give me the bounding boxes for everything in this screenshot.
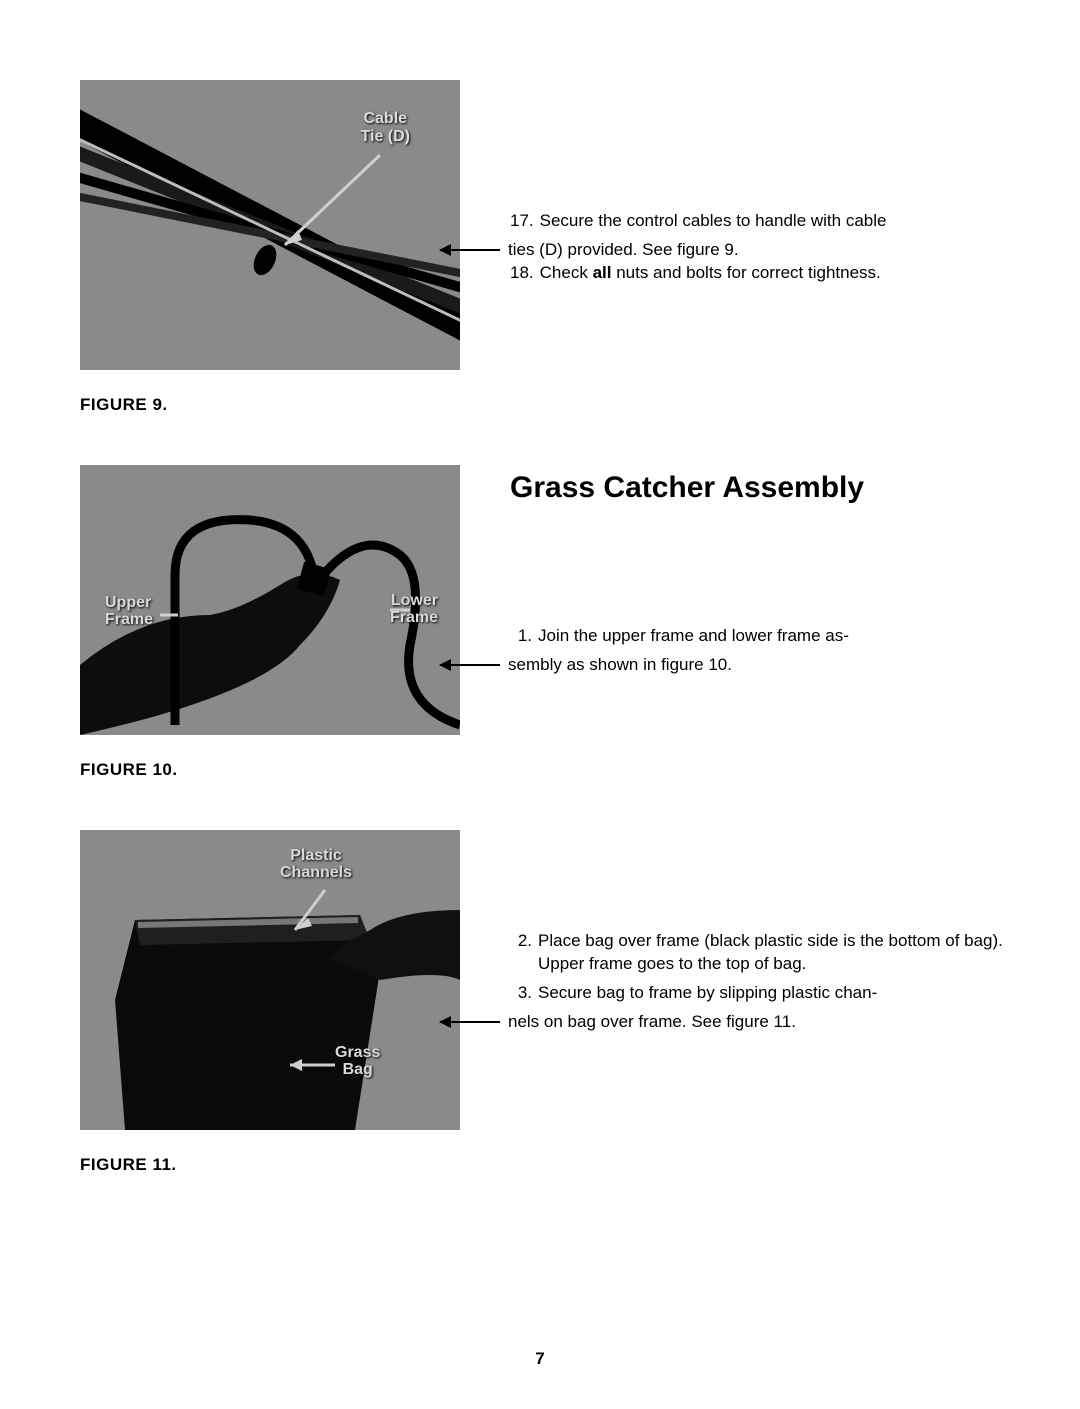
pointer-arrow-icon (440, 1021, 500, 1023)
gc-step-1: 1. Join the upper frame and lower frame … (510, 625, 1010, 648)
step-number: 1. (510, 625, 532, 648)
figure-9-caption: FIGURE 9. (80, 395, 460, 415)
pointer-arrow-icon (440, 664, 500, 666)
gc-step-2: 2. Place bag over frame (black plastic s… (510, 930, 1010, 976)
section-heading: Grass Catcher Assembly (510, 471, 1010, 505)
figure-9-image: Cable Tie (D) (80, 80, 460, 370)
arrow-line-17: ties (D) provided. See figure 9. (440, 239, 1010, 262)
figure-10-caption: FIGURE 10. (80, 760, 460, 780)
instructions-block-1: 17. Secure the control cables to handle … (460, 80, 1010, 291)
fig11-plastic-label: Plastic Channels (280, 848, 352, 882)
gc-step-3: 3. Secure bag to frame by slipping plast… (510, 982, 1010, 1005)
row-fig10: Upper Frame Lower Frame FIGURE 10. Grass… (80, 465, 1010, 820)
fig10-upper-label: Upper Frame (105, 595, 153, 629)
step-text-cont: ties (D) provided. See figure 9. (508, 239, 1010, 262)
row-fig9: Cable Tie (D) FIGURE 9. 17. Secure the c… (80, 80, 1010, 455)
arrow-line-gc3: nels on bag over frame. See figure 11. (440, 1011, 1010, 1034)
fig10-lower-label: Lower Frame (390, 593, 438, 627)
step-number: 2. (510, 930, 532, 976)
instructions-block-3: 2. Place bag over frame (black plastic s… (460, 830, 1010, 1034)
figure-10-image: Upper Frame Lower Frame (80, 465, 460, 735)
figure-10-block: Upper Frame Lower Frame FIGURE 10. (80, 465, 460, 820)
figure-11-image: Plastic Channels Grass Bag (80, 830, 460, 1130)
fig11-bag-label: Grass Bag (335, 1045, 380, 1079)
grass-catcher-column: Grass Catcher Assembly 1. Join the upper… (460, 465, 1010, 677)
step-text-cont: sembly as shown in figure 10. (508, 654, 1010, 677)
arrow-line-gc1: sembly as shown in figure 10. (440, 654, 1010, 677)
step-text-part: Check (540, 263, 593, 282)
manual-page: Cable Tie (D) FIGURE 9. 17. Secure the c… (0, 0, 1080, 1409)
pointer-arrow-icon (440, 249, 500, 251)
figure-9-block: Cable Tie (D) FIGURE 9. (80, 80, 460, 455)
step-number: 17. (510, 210, 534, 233)
step-text: Join the upper frame and lower frame as- (538, 625, 1010, 648)
step-18: 18. Check all nuts and bolts for correct… (510, 262, 1010, 285)
step-number: 3. (510, 982, 532, 1005)
row-fig11: Plastic Channels Grass Bag FIGURE 11. 2.… (80, 830, 1010, 1215)
step-text-bold: all (593, 263, 612, 282)
step-text-cont: nels on bag over frame. See figure 11. (508, 1011, 1010, 1034)
page-number: 7 (535, 1349, 544, 1369)
step-text: Place bag over frame (black plastic side… (538, 930, 1010, 976)
step-text: Check all nuts and bolts for correct tig… (540, 262, 1010, 285)
figure-11-block: Plastic Channels Grass Bag FIGURE 11. (80, 830, 460, 1215)
step-text: Secure bag to frame by slipping plastic … (538, 982, 1010, 1005)
step-text: Secure the control cables to handle with… (540, 210, 1010, 233)
fig9-cable-label: Cable Tie (D) (361, 110, 410, 145)
figure-11-caption: FIGURE 11. (80, 1155, 460, 1175)
step-17: 17. Secure the control cables to handle … (510, 210, 1010, 233)
step-text-part: nuts and bolts for correct tightness. (611, 263, 880, 282)
step-number: 18. (510, 262, 534, 285)
